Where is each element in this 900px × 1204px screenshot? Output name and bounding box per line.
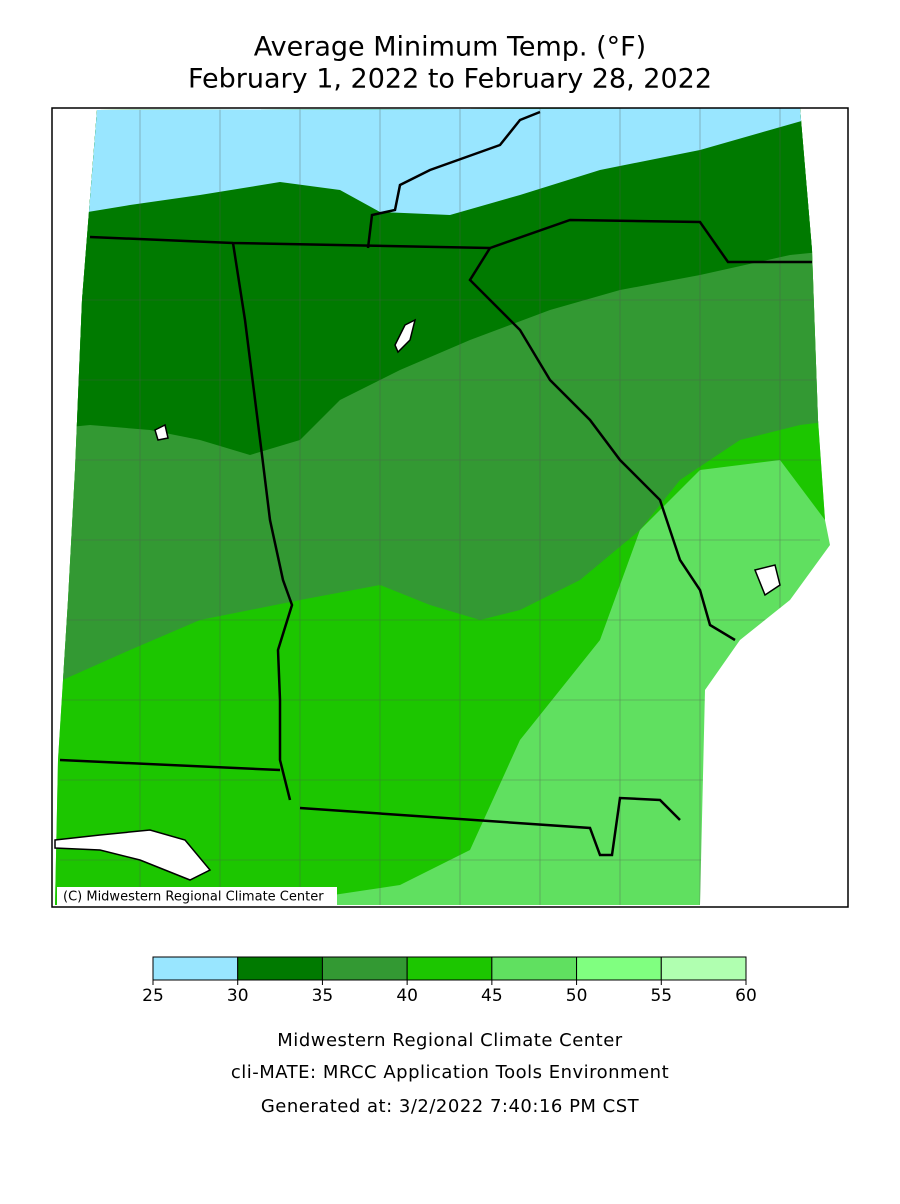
legend-swatch: [660, 956, 747, 981]
legend-label: 45: [481, 986, 503, 1006]
subtitle: February 1, 2022 to February 28, 2022: [188, 64, 712, 95]
legend-swatch: [237, 956, 323, 981]
legend-swatch: [321, 956, 408, 981]
legend-label: 50: [566, 986, 588, 1006]
legend-swatch: [576, 956, 662, 981]
legend-label: 35: [312, 986, 334, 1006]
legend-label: 25: [142, 986, 164, 1006]
footer-line: cli-MATE: MRCC Application Tools Environ…: [231, 1062, 669, 1083]
band: [55, 108, 830, 220]
copyright: (C) Midwestern Regional Climate Center: [63, 890, 324, 905]
footer-line: Midwestern Regional Climate Center: [277, 1030, 623, 1051]
temperature-bands: [55, 108, 830, 905]
legend-swatch: [491, 956, 578, 981]
county-grid: [60, 108, 820, 905]
legend-swatch: [406, 956, 493, 981]
footer-line: Generated at: 3/2/2022 7:40:16 PM CST: [261, 1096, 640, 1117]
legend-label: 60: [735, 986, 757, 1006]
title: Average Minimum Temp. (°F): [254, 32, 646, 63]
map-frame: [51, 107, 849, 908]
legend-label: 30: [227, 986, 249, 1006]
legend-label: 40: [396, 986, 418, 1006]
copyright-box: [57, 887, 337, 906]
band: [55, 108, 830, 455]
legend-label: 55: [650, 986, 672, 1006]
water: [54, 318, 781, 881]
legend: 25 30 35 40 45 50 55 60: [142, 956, 757, 1006]
legend-swatch: [152, 956, 239, 981]
state-borders: [59, 110, 812, 857]
